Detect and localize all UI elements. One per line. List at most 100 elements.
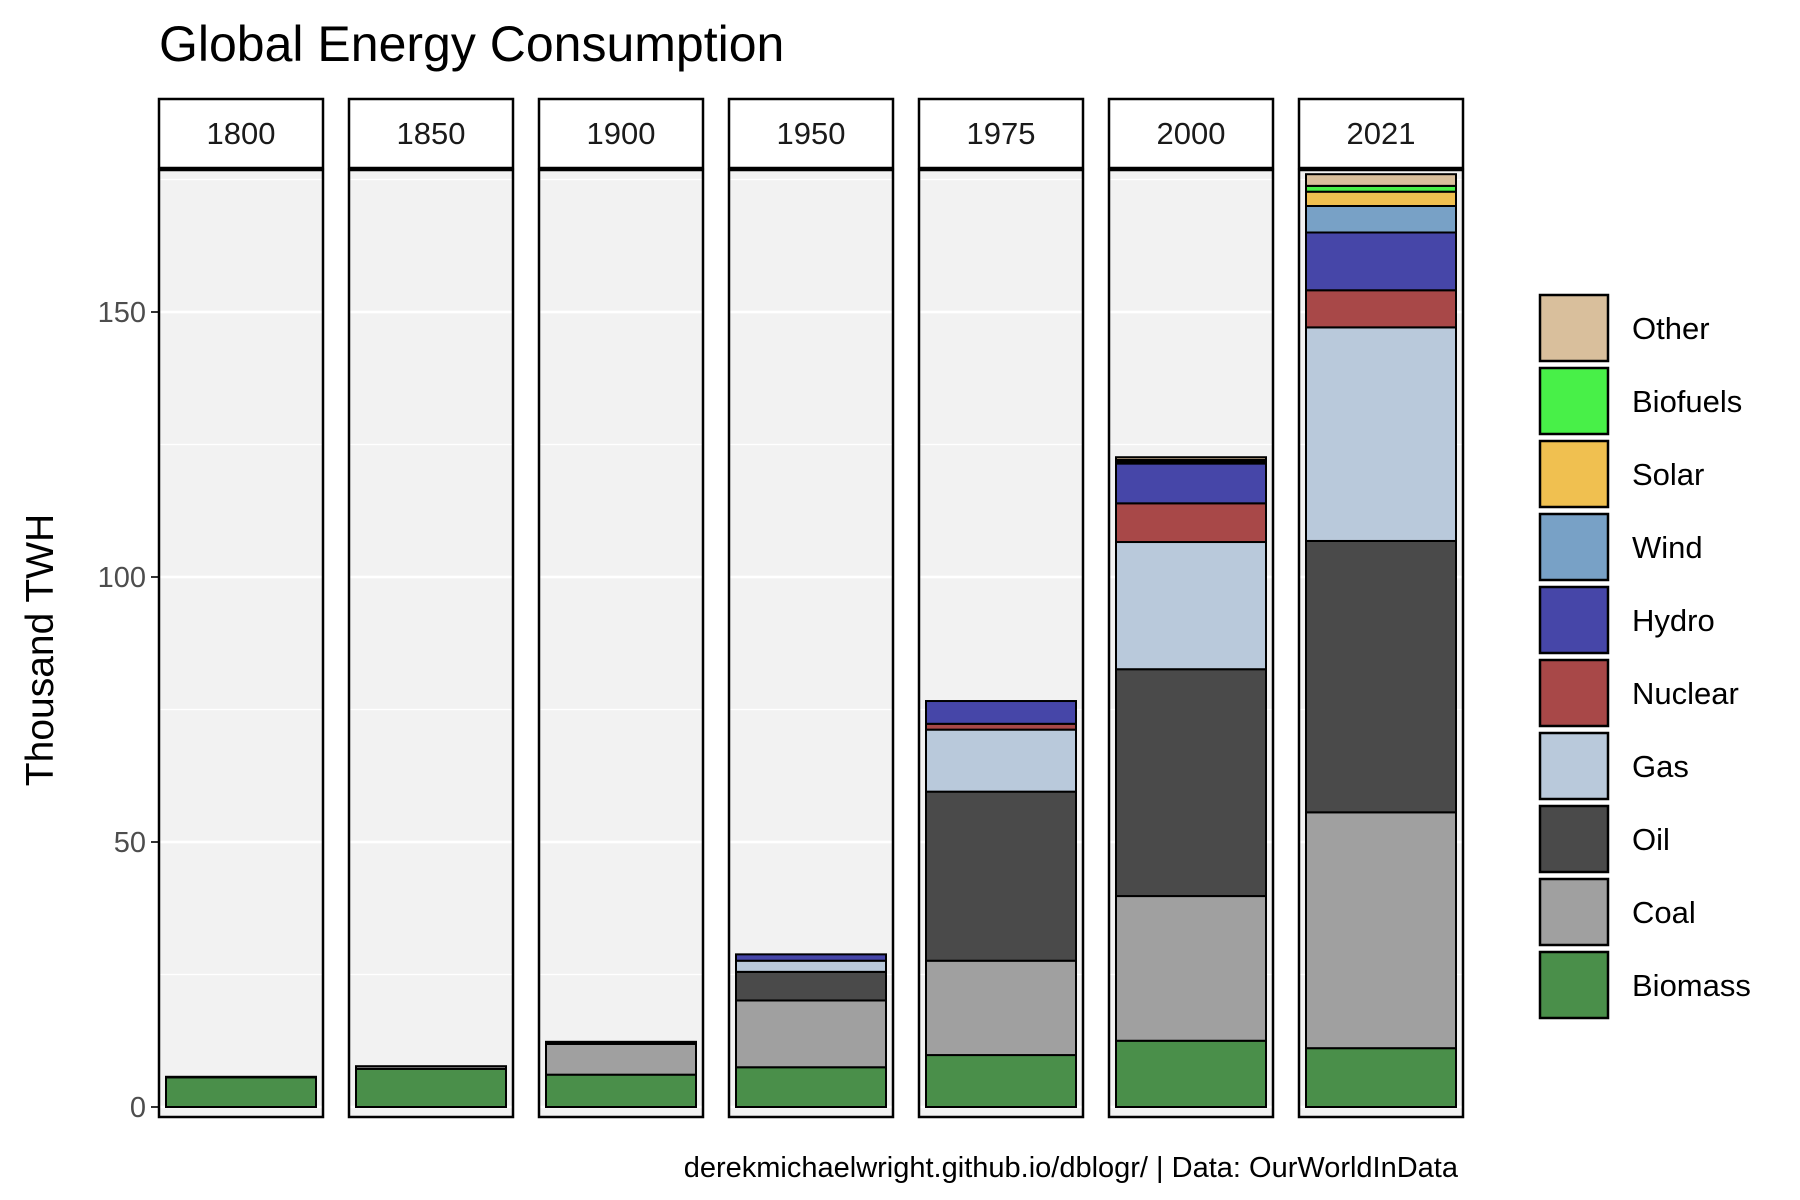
legend-label: Nuclear (1632, 676, 1739, 711)
facet-panel-1950: 1950 (727, 97, 895, 1119)
bar-segment-solar-2021 (1305, 190, 1457, 208)
bar-segment-biomass-1950 (735, 1066, 887, 1108)
facet-panels: 1800 1850 1900 1950 1975 2000 2021 (157, 97, 1465, 1119)
bar-segment-other-2000 (1115, 456, 1267, 461)
y-axis-label: Thousand TWH (19, 514, 62, 786)
legend-key (1538, 950, 1610, 1020)
panel-border (347, 168, 515, 1119)
bar-segment-biomass-2000 (1115, 1039, 1267, 1108)
y-tick-label: 150 (98, 297, 146, 329)
bar-segment-biomass-1850 (355, 1067, 507, 1108)
bar-segment-gas-1975 (925, 728, 1077, 793)
facet-panel-2021: 2021 (1297, 97, 1465, 1119)
legend-label: Hydro (1632, 603, 1715, 638)
legend-key (1538, 658, 1610, 728)
legend-label: Gas (1632, 749, 1689, 784)
facet-strip (1107, 97, 1275, 170)
bar-segment-oil-1950 (735, 970, 887, 1002)
legend-item-solar: Solar (1538, 439, 1704, 509)
panel-border (917, 168, 1085, 1119)
facet-panel-1975: 1975 (917, 97, 1085, 1119)
facet-strip-label: 1900 (587, 116, 656, 151)
bar-segment-coal-1850 (355, 1065, 507, 1070)
panel-border (1107, 168, 1275, 1119)
bar-segment-hydro-1950 (735, 953, 887, 962)
legend-item-hydro: Hydro (1538, 585, 1715, 655)
bar-segment-other-2021 (1305, 173, 1457, 187)
facet-strip-label: 1950 (777, 116, 846, 151)
bar-segment-biomass-2021 (1305, 1047, 1457, 1109)
facet-strip (1297, 97, 1465, 170)
legend-key (1538, 439, 1610, 509)
legend-key (1538, 731, 1610, 801)
legend: Other Biofuels Solar Wind Hydro Nuclear Gas Oil… (1538, 293, 1751, 1020)
facet-strip (917, 97, 1085, 170)
bar-segment-coal-1900 (545, 1042, 697, 1076)
bar-segment-gas-1950 (735, 959, 887, 973)
y-tick-label: 100 (98, 562, 146, 594)
y-tick-label: 0 (130, 1092, 146, 1124)
facet-strip-label: 2021 (1347, 116, 1416, 151)
facet-strip-label: 1800 (207, 116, 276, 151)
legend-label: Solar (1632, 457, 1704, 492)
bar-segment-biomass-1800 (165, 1076, 317, 1108)
panel-border (727, 168, 895, 1119)
bar-segment-hydro-2000 (1115, 462, 1267, 505)
facet-strip-label: 1850 (397, 116, 466, 151)
facet-panel-1800: 1800 (157, 97, 325, 1119)
panel-border (537, 168, 705, 1119)
facet-strip-label: 2000 (1157, 116, 1226, 151)
facet-strip (537, 97, 705, 170)
bar-segment-oil-2021 (1305, 539, 1457, 814)
legend-label: Wind (1632, 530, 1703, 565)
bar-segment-oil-1975 (925, 790, 1077, 962)
facet-panel-1900: 1900 (537, 97, 705, 1119)
legend-item-biomass: Biomass (1538, 950, 1751, 1020)
legend-label: Biomass (1632, 968, 1751, 1003)
bar-segment-nuclear-2000 (1115, 502, 1267, 544)
bar-segment-biomass-1900 (545, 1073, 697, 1109)
legend-item-nuclear: Nuclear (1538, 658, 1739, 728)
legend-item-other: Other (1538, 293, 1710, 363)
chart-caption: derekmichaelwright.github.io/dblogr/ | D… (684, 1152, 1459, 1184)
legend-label: Other (1632, 311, 1710, 346)
legend-label: Coal (1632, 895, 1696, 930)
bar-segment-biomass-1975 (925, 1054, 1077, 1109)
y-tick-label: 50 (114, 827, 146, 859)
bar-segment-oil-2000 (1115, 668, 1267, 898)
facet-panel-1850: 1850 (347, 97, 515, 1119)
legend-item-wind: Wind (1538, 512, 1703, 582)
legend-label: Biofuels (1632, 384, 1742, 419)
bar-segment-nuclear-2021 (1305, 289, 1457, 329)
panel-background (539, 170, 703, 1117)
bar-segment-coal-1950 (735, 999, 887, 1069)
bar-segment-gas-2000 (1115, 541, 1267, 671)
bar-segment-coal-2021 (1305, 811, 1457, 1050)
facet-strip-label: 1975 (967, 116, 1036, 151)
bar-segment-wind-2021 (1305, 205, 1457, 234)
bar-segment-hydro-2021 (1305, 231, 1457, 292)
legend-key (1538, 877, 1610, 947)
facet-strip (347, 97, 515, 170)
legend-item-coal: Coal (1538, 877, 1696, 947)
panel-background (349, 170, 513, 1117)
chart-title: Global Energy Consumption (159, 16, 784, 72)
bar-segment-coal-2000 (1115, 895, 1267, 1042)
panel-background (159, 170, 323, 1117)
bar-segment-gas-2021 (1305, 326, 1457, 542)
panel-border (157, 168, 325, 1119)
bar-segment-hydro-1900 (545, 1040, 697, 1044)
legend-item-biofuels: Biofuels (1538, 366, 1742, 436)
legend-key (1538, 366, 1610, 436)
legend-item-gas: Gas (1538, 731, 1689, 801)
bar-segment-coal-1800 (165, 1075, 317, 1079)
y-axis: 0 50 100 150 (98, 297, 158, 1124)
legend-label: Oil (1632, 822, 1670, 857)
panel-border (1297, 168, 1465, 1119)
legend-key (1538, 585, 1610, 655)
bar-segment-hydro-1975 (925, 700, 1077, 725)
legend-key (1538, 293, 1610, 363)
facet-strip (727, 97, 895, 170)
legend-key (1538, 512, 1610, 582)
